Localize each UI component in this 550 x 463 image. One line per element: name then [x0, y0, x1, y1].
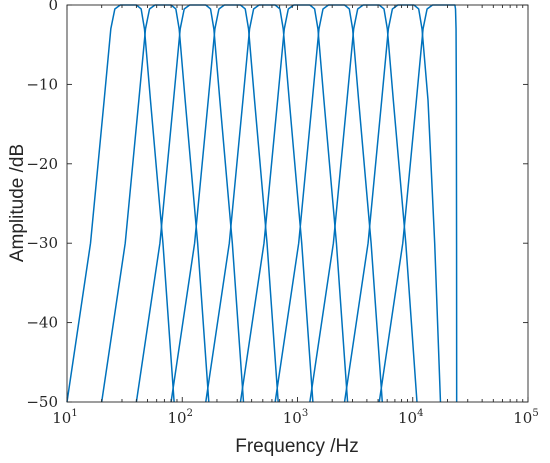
- band-4-line: [170, 4, 279, 403]
- y-tick-label: −50: [26, 393, 58, 411]
- y-axis-label: Amplitude /dB: [7, 144, 28, 262]
- plot-frame: [66, 4, 529, 403]
- x-tick-exponent: 3: [302, 408, 308, 419]
- band-2-line: [100, 4, 210, 403]
- band-8-line: [309, 4, 418, 403]
- y-tick-label: −40: [26, 314, 58, 332]
- x-tick-label: 102: [168, 408, 193, 427]
- x-tick-label: 104: [398, 408, 423, 427]
- band-6-line: [239, 4, 349, 403]
- band-9-line: [343, 4, 442, 403]
- x-tick-label: 105: [513, 408, 538, 427]
- y-tick-label: −30: [26, 234, 58, 252]
- band-7-line: [274, 4, 384, 403]
- y-tick-label: −10: [26, 75, 58, 93]
- x-tick-exponent: 1: [71, 408, 77, 419]
- y-axis: 0 −10 −20 −30 −40 −50: [26, 0, 528, 411]
- band-series-group: [66, 4, 458, 403]
- band-1-line: [66, 4, 175, 403]
- x-tick-exponent: 2: [187, 408, 193, 419]
- x-axis-label: Frequency /Hz: [235, 436, 359, 457]
- y-tick-label: 0: [48, 0, 58, 14]
- x-tick-label: 103: [283, 408, 308, 427]
- band-5-line: [205, 4, 314, 403]
- x-axis: 101 102 103 104 105: [52, 5, 539, 427]
- x-tick-exponent: 5: [532, 408, 538, 419]
- x-tick-exponent: 4: [417, 408, 423, 419]
- y-tick-label: −20: [26, 155, 58, 173]
- band-3-line: [135, 4, 245, 403]
